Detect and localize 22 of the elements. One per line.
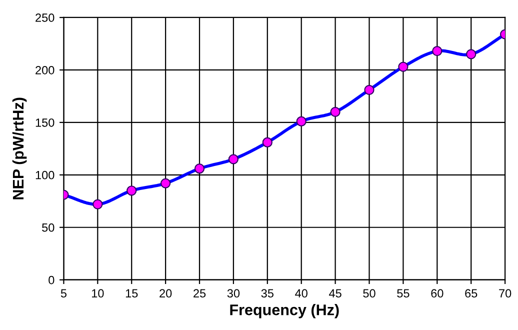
y-tick-label: 150: [36, 118, 54, 127]
y-tick-label: 100: [36, 170, 54, 180]
x-tick-label: 30: [227, 289, 240, 298]
x-tick-label: 45: [329, 289, 342, 298]
y-tick-label: 200: [36, 66, 54, 74]
x-axis-title: Frequency (Hz): [230, 304, 339, 318]
x-tick-label: 50: [363, 289, 376, 298]
x-tick-label: 10: [92, 289, 104, 298]
y-tick-label: 50: [42, 223, 54, 232]
x-tick-label: 5: [60, 289, 66, 298]
x-tick-label: 25: [194, 289, 206, 298]
x-tick-label: 70: [499, 289, 512, 298]
x-tick-label: 65: [465, 289, 478, 298]
y-tick-label: 250: [36, 14, 54, 22]
x-tick-label: 60: [431, 289, 444, 298]
x-tick-label: 15: [126, 289, 138, 298]
y-tick-label: 0: [48, 276, 54, 284]
y-axis-title: NEP (pW/rtHz): [12, 98, 27, 200]
x-tick-label: 20: [160, 289, 172, 298]
x-tick-label: 55: [397, 289, 410, 298]
x-tick-label: 35: [261, 289, 274, 298]
x-tick-label: 40: [295, 289, 308, 298]
